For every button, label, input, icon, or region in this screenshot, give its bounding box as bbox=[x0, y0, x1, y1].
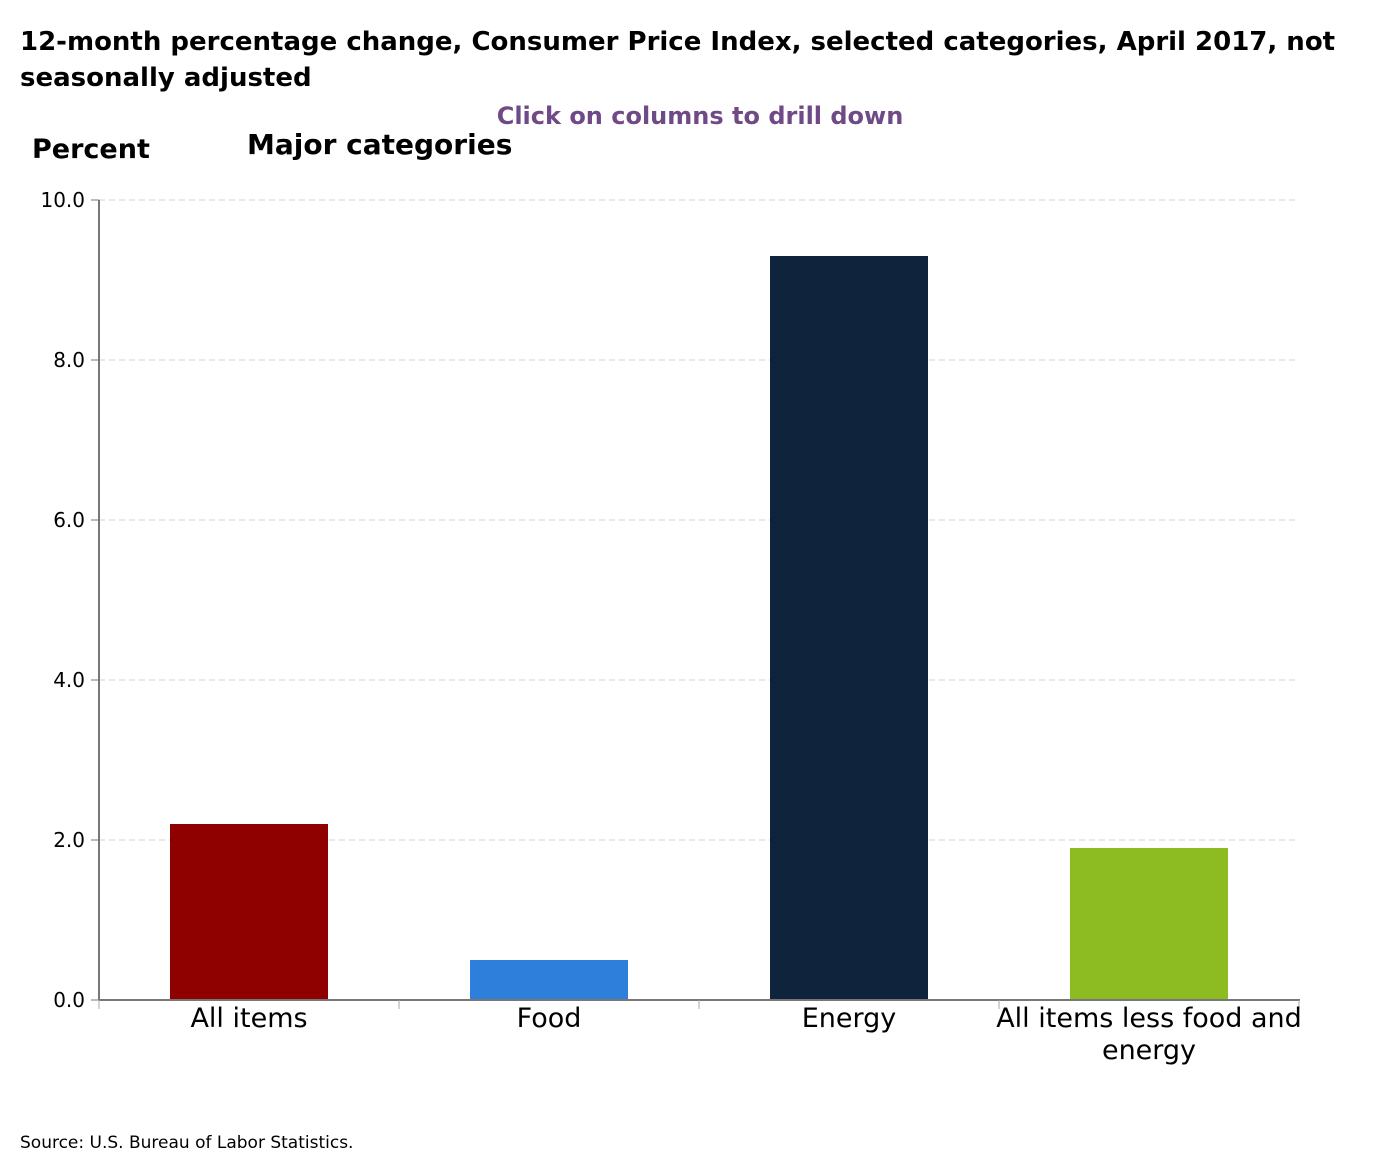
x-tick-label: All items less food and energy bbox=[996, 1003, 1302, 1066]
y-tick-label: 2.0 bbox=[53, 828, 85, 852]
bar-series bbox=[170, 256, 1228, 1000]
grid-lines bbox=[99, 199, 1299, 841]
x-tick-label-line: Energy bbox=[802, 1003, 897, 1034]
x-tick-label: Energy bbox=[802, 1003, 897, 1034]
x-tick-label: All items bbox=[190, 1003, 307, 1034]
chart-subtitle: Major categories bbox=[247, 128, 513, 161]
x-tick-label: Food bbox=[517, 1003, 582, 1034]
x-tick-label-line: Food bbox=[517, 1003, 582, 1034]
chart-title: 12-month percentage change, Consumer Pri… bbox=[20, 24, 1400, 96]
bar-all-items[interactable] bbox=[170, 824, 328, 1000]
bar-food[interactable] bbox=[470, 960, 628, 1000]
y-tick-label: 8.0 bbox=[53, 348, 85, 372]
y-tick-label: 10.0 bbox=[40, 188, 85, 212]
bar-chart: 0.0 2.0 4.0 6.0 8.0 10.0 All items Food Energy Al… bbox=[40, 188, 1301, 1066]
bar-energy[interactable] bbox=[770, 256, 928, 1000]
chart-title-line-2: seasonally adjusted bbox=[20, 63, 312, 93]
tick-labels: 0.0 2.0 4.0 6.0 8.0 10.0 All items Food Energy Al… bbox=[40, 188, 1301, 1066]
source-note: Source: U.S. Bureau of Labor Statistics. bbox=[20, 1133, 354, 1153]
chart-title-line-1: 12-month percentage change, Consumer Pri… bbox=[20, 27, 1336, 57]
y-tick-label: 0.0 bbox=[53, 988, 85, 1012]
y-tick-label: 6.0 bbox=[53, 508, 85, 532]
x-tick-label-line: energy bbox=[1102, 1035, 1196, 1066]
bar-all-items-less-food-and-energy[interactable] bbox=[1070, 848, 1228, 1000]
y-axis-label: Percent bbox=[32, 134, 150, 165]
axes bbox=[91, 199, 1300, 1009]
x-tick-label-line: All items bbox=[190, 1003, 307, 1034]
drill-down-hint[interactable]: Click on columns to drill down bbox=[496, 102, 904, 130]
x-tick-label-line: All items less food and bbox=[996, 1003, 1302, 1034]
y-tick-label: 4.0 bbox=[53, 668, 85, 692]
